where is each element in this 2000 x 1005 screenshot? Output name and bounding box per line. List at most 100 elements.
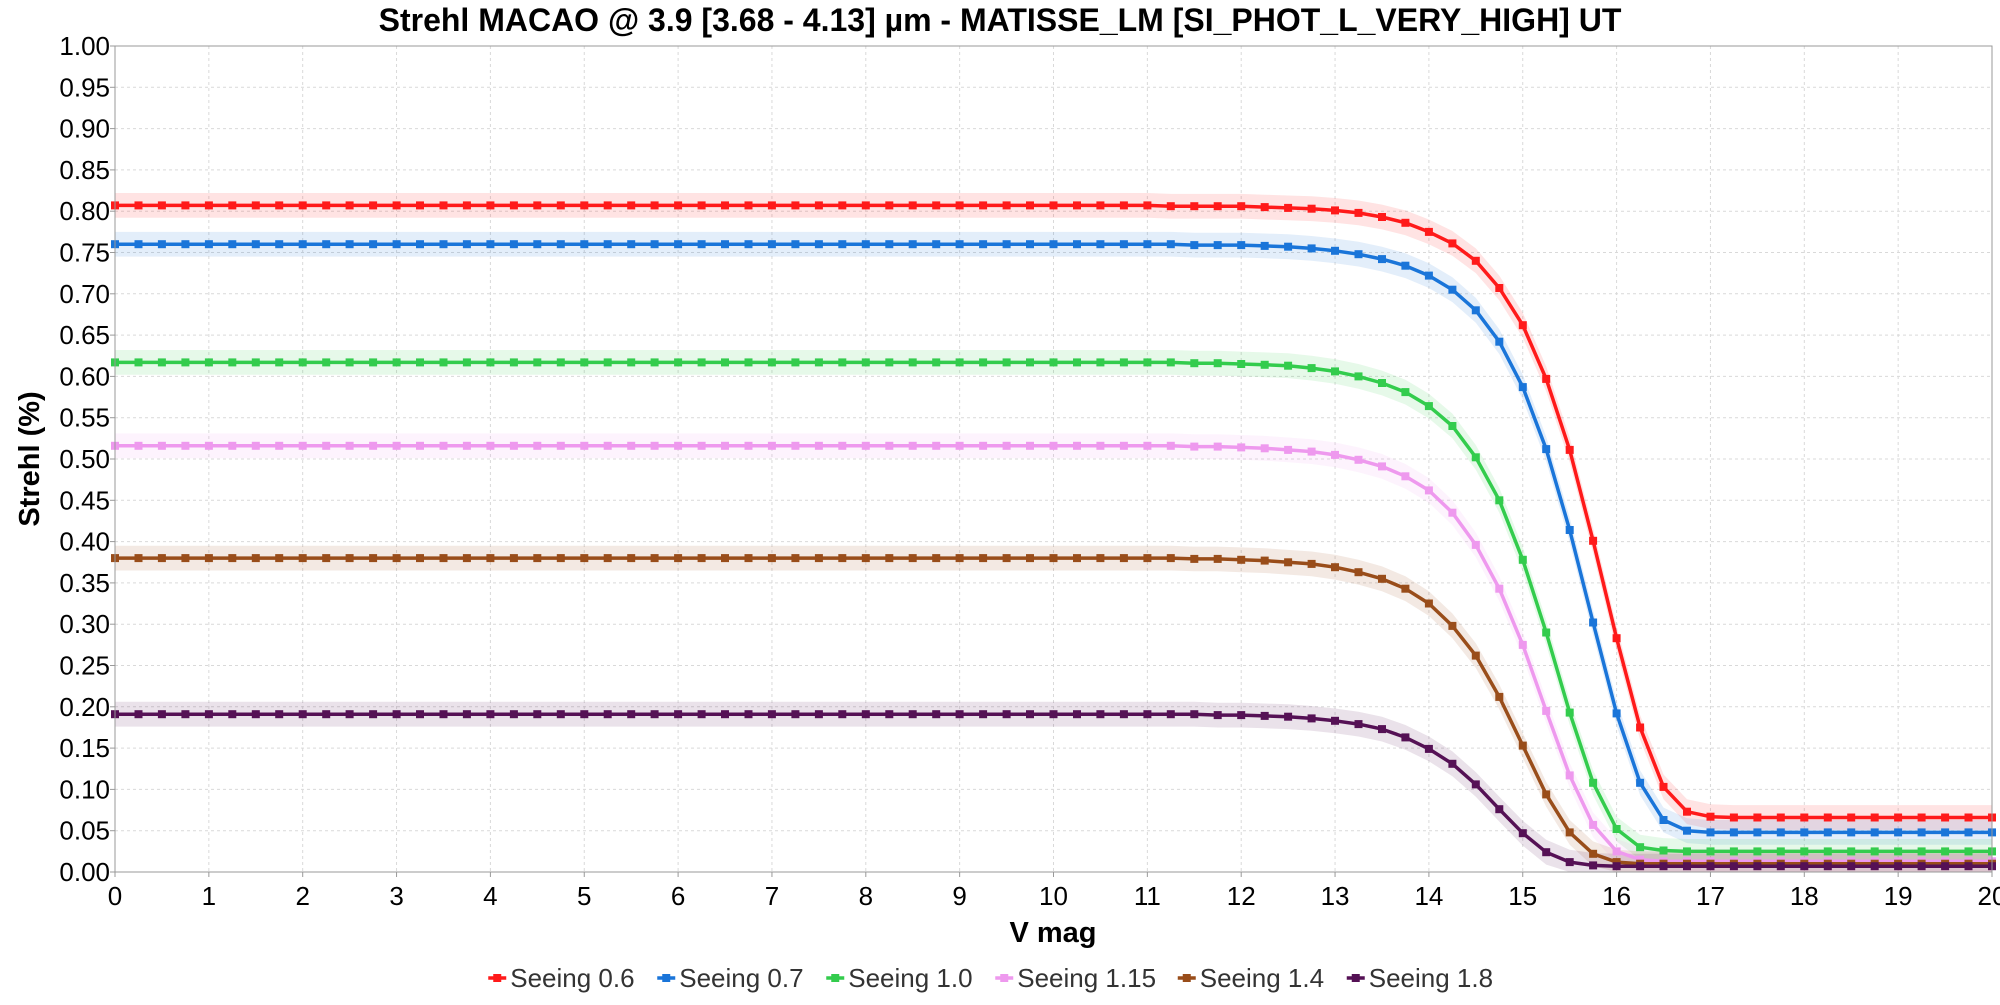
data-point: [1331, 450, 1339, 459]
data-point: [1542, 628, 1551, 637]
data-point: [814, 240, 823, 249]
data-point: [721, 240, 729, 249]
data-point: [932, 441, 941, 450]
data-point: [345, 201, 354, 210]
data-point: [1612, 847, 1621, 856]
data-point: [157, 710, 166, 719]
data-point: [134, 201, 143, 210]
data-point: [533, 710, 542, 719]
data-point: [1495, 584, 1504, 593]
data-point: [1119, 441, 1128, 450]
data-point: [650, 554, 659, 563]
data-point: [1683, 807, 1691, 816]
data-point: [134, 710, 143, 719]
data-point: [509, 240, 518, 249]
data-point: [1284, 361, 1293, 370]
data-point: [1073, 358, 1081, 367]
data-point: [1284, 558, 1293, 567]
data-point: [345, 554, 354, 563]
data-point: [1331, 246, 1339, 255]
data-point: [1518, 555, 1527, 564]
data-point: [603, 554, 612, 563]
data-point: [416, 240, 424, 249]
y-axis-label: Strehl (%): [14, 391, 46, 526]
data-point: [885, 358, 894, 367]
data-point: [509, 554, 518, 563]
data-point: [322, 201, 331, 210]
data-point: [1049, 554, 1058, 563]
data-point: [1143, 358, 1152, 367]
data-point: [439, 554, 448, 563]
data-point: [603, 201, 612, 210]
data-point: [1166, 554, 1175, 563]
data-point: [486, 554, 495, 563]
data-point: [392, 554, 401, 563]
data-point: [533, 441, 542, 450]
data-point: [932, 240, 941, 249]
data-point: [1096, 240, 1105, 249]
data-point: [1237, 555, 1246, 564]
data-point: [1424, 486, 1433, 495]
data-point: [885, 240, 894, 249]
data-point: [1378, 379, 1386, 387]
data-point: [1894, 862, 1903, 871]
data-point: [1448, 621, 1457, 630]
data-point: [1589, 849, 1598, 858]
legend-swatch-marker: [1351, 974, 1360, 982]
data-point: [908, 554, 917, 563]
data-point: [1119, 358, 1128, 367]
data-point: [1284, 203, 1293, 212]
data-point: [979, 710, 988, 719]
data-point: [814, 554, 823, 563]
data-point: [1800, 813, 1809, 822]
data-point: [1378, 725, 1386, 734]
data-point: [1260, 360, 1269, 369]
data-point: [1729, 828, 1738, 837]
data-point: [697, 201, 706, 210]
data-point: [322, 358, 331, 367]
data-point: [1002, 554, 1011, 563]
data-point: [1331, 716, 1339, 725]
data-point: [392, 240, 401, 249]
data-point: [1542, 848, 1551, 857]
data-point: [251, 240, 260, 249]
data-point: [1354, 720, 1363, 729]
data-point: [275, 201, 284, 210]
data-point: [275, 441, 284, 450]
data-point: [861, 201, 870, 210]
chart-title: Strehl MACAO @ 3.9 [3.68 - 4.13] µm - MA…: [379, 2, 1622, 38]
data-point: [674, 201, 683, 210]
data-point: [1354, 568, 1363, 577]
legend-label: Seeing 1.8: [1369, 963, 1493, 993]
data-point: [1096, 710, 1105, 719]
data-point: [1260, 203, 1269, 212]
data-point: [1800, 828, 1809, 837]
data-point: [509, 201, 518, 210]
data-point: [1964, 813, 1973, 822]
data-point: [157, 201, 166, 210]
data-point: [486, 710, 495, 719]
data-point: [955, 441, 964, 450]
legend-swatch-marker: [1182, 974, 1191, 982]
data-point: [392, 710, 401, 719]
data-point: [509, 358, 518, 367]
data-point: [1964, 862, 1973, 871]
data-point: [791, 441, 800, 450]
x-tick-label: 18: [1790, 881, 1819, 911]
data-point: [1636, 843, 1645, 852]
data-point: [1729, 813, 1738, 822]
data-point: [439, 358, 448, 367]
data-point: [767, 441, 776, 450]
data-point: [345, 240, 354, 249]
data-point: [885, 710, 894, 719]
data-point: [908, 240, 917, 249]
x-tick-label: 9: [952, 881, 966, 911]
data-point: [603, 710, 612, 719]
data-point: [251, 358, 260, 367]
data-point: [1894, 828, 1903, 837]
data-point: [251, 554, 260, 563]
data-point: [134, 358, 143, 367]
data-point: [697, 240, 706, 249]
y-tick-label: 0.00: [59, 857, 110, 887]
data-point: [979, 554, 988, 563]
